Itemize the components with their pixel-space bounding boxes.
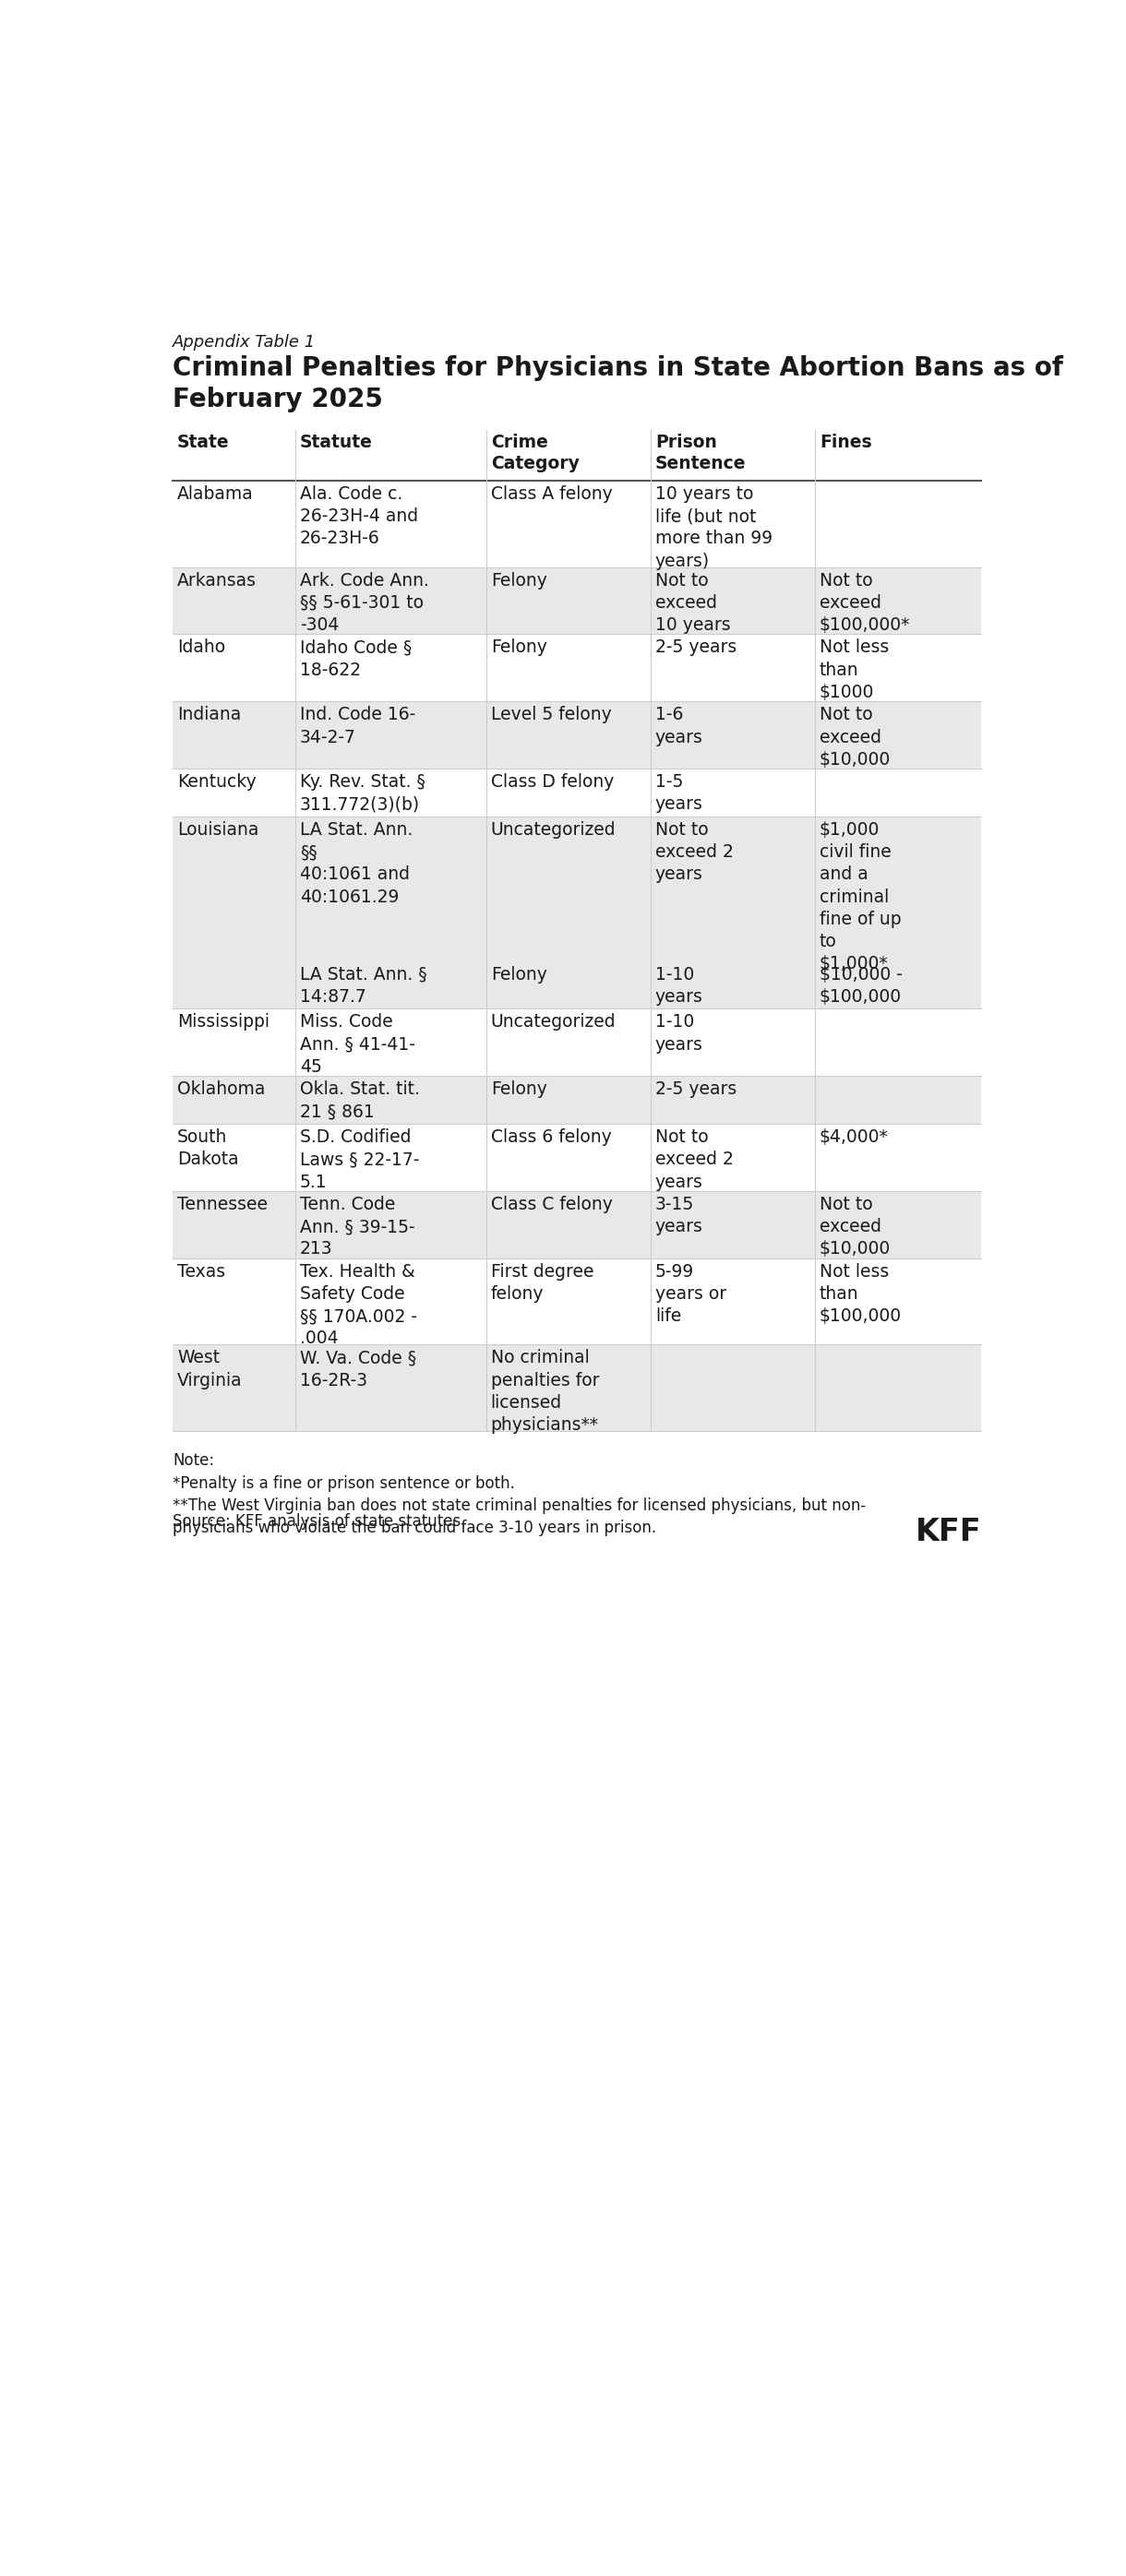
Bar (173, 701, 981, 768)
Text: 2-5 years: 2-5 years (655, 639, 736, 657)
Text: Louisiana: Louisiana (177, 822, 259, 840)
Text: Okla. Stat. tit.
21 § 861: Okla. Stat. tit. 21 § 861 (300, 1079, 420, 1121)
Text: Class D felony: Class D felony (491, 773, 614, 791)
Text: $4,000*: $4,000* (820, 1128, 888, 1146)
Text: 3-15
years: 3-15 years (655, 1195, 703, 1236)
Text: Idaho Code §
18-622: Idaho Code § 18-622 (300, 639, 412, 680)
Text: LA Stat. Ann.
§§
40:1061 and
40:1061.29: LA Stat. Ann. §§ 40:1061 and 40:1061.29 (300, 822, 412, 907)
Text: Texas: Texas (177, 1262, 225, 1280)
Text: Not less
than
$1000: Not less than $1000 (820, 639, 888, 701)
Bar (173, 1345, 981, 1432)
Text: Statute: Statute (300, 433, 373, 451)
Text: Level 5 felony: Level 5 felony (491, 706, 611, 724)
Text: Alabama: Alabama (177, 484, 253, 502)
Text: Felony: Felony (491, 639, 547, 657)
Text: $1,000
civil fine
and a
criminal
fine of up
to
$1,000*: $1,000 civil fine and a criminal fine of… (820, 822, 901, 974)
Text: Class 6 felony: Class 6 felony (491, 1128, 611, 1146)
Text: Not less
than
$100,000: Not less than $100,000 (820, 1262, 902, 1324)
Text: $10,000 -
$100,000: $10,000 - $100,000 (820, 966, 902, 1005)
Text: Uncategorized: Uncategorized (491, 822, 616, 840)
Text: West
Virginia: West Virginia (177, 1350, 242, 1388)
Text: 10 years to
life (but not
more than 99
years): 10 years to life (but not more than 99 y… (655, 484, 772, 569)
Text: Fines: Fines (820, 433, 872, 451)
Text: Kentucky: Kentucky (177, 773, 257, 791)
Bar (173, 1257, 981, 1345)
Text: Felony: Felony (491, 1079, 547, 1097)
Bar (173, 482, 981, 567)
Text: W. Va. Code §
16-2R-3: W. Va. Code § 16-2R-3 (300, 1350, 417, 1388)
Text: Ala. Code c.
26-23H-4 and
26-23H-6: Ala. Code c. 26-23H-4 and 26-23H-6 (300, 484, 418, 549)
Text: Not to
exceed
$10,000: Not to exceed $10,000 (820, 706, 891, 768)
Text: Not to
exceed 2
years: Not to exceed 2 years (655, 822, 733, 884)
Bar (173, 768, 981, 817)
Text: Not to
exceed
10 years: Not to exceed 10 years (655, 572, 731, 634)
Bar (173, 1010, 981, 1077)
Text: Criminal Penalties for Physicians in State Abortion Bans as of
February 2025: Criminal Penalties for Physicians in Sta… (173, 355, 1064, 412)
Text: Class C felony: Class C felony (491, 1195, 613, 1213)
Text: Felony: Felony (491, 572, 547, 590)
Text: State: State (177, 433, 230, 451)
Bar (173, 634, 981, 701)
Text: Oklahoma: Oklahoma (177, 1079, 266, 1097)
Text: Miss. Code
Ann. § 41-41-
45: Miss. Code Ann. § 41-41- 45 (300, 1012, 415, 1077)
Text: 5-99
years or
life: 5-99 years or life (655, 1262, 726, 1324)
Text: Mississippi: Mississippi (177, 1012, 269, 1030)
Text: Tex. Health &
Safety Code
§§ 170A.002 -
.004: Tex. Health & Safety Code §§ 170A.002 - … (300, 1262, 417, 1347)
Text: 1-5
years: 1-5 years (655, 773, 703, 814)
Text: Not to
exceed 2
years: Not to exceed 2 years (655, 1128, 733, 1190)
Text: Prison
Sentence: Prison Sentence (655, 433, 747, 471)
Text: 1-10
years: 1-10 years (655, 1012, 703, 1054)
Text: Tenn. Code
Ann. § 39-15-
213: Tenn. Code Ann. § 39-15- 213 (300, 1195, 414, 1257)
Text: No criminal
penalties for
licensed
physicians**: No criminal penalties for licensed physi… (491, 1350, 599, 1435)
Text: Indiana: Indiana (177, 706, 241, 724)
Text: LA Stat. Ann. §
14:87.7: LA Stat. Ann. § 14:87.7 (300, 966, 427, 1005)
Text: Uncategorized: Uncategorized (491, 1012, 616, 1030)
Bar (173, 1190, 981, 1257)
Bar (173, 1123, 981, 1190)
Text: 1-6
years: 1-6 years (655, 706, 703, 747)
Text: Source: KFF analysis of state statutes: Source: KFF analysis of state statutes (173, 1512, 462, 1530)
Text: 1-10
years: 1-10 years (655, 966, 703, 1005)
Text: S.D. Codified
Laws § 22-17-
5.1: S.D. Codified Laws § 22-17- 5.1 (300, 1128, 419, 1190)
Text: Not to
exceed
$100,000*: Not to exceed $100,000* (820, 572, 910, 634)
Bar (173, 567, 981, 634)
Text: KFF: KFF (915, 1517, 981, 1548)
Text: Idaho: Idaho (177, 639, 225, 657)
Text: First degree
felony: First degree felony (491, 1262, 593, 1303)
Text: Ind. Code 16-
34-2-7: Ind. Code 16- 34-2-7 (300, 706, 415, 747)
Text: South
Dakota: South Dakota (177, 1128, 239, 1170)
Text: Arkansas: Arkansas (177, 572, 257, 590)
Text: Crime
Category: Crime Category (491, 433, 579, 471)
Text: Not to
exceed
$10,000: Not to exceed $10,000 (820, 1195, 891, 1257)
Bar (173, 1077, 981, 1123)
Text: Ky. Rev. Stat. §
311.772(3)(b): Ky. Rev. Stat. § 311.772(3)(b) (300, 773, 426, 814)
Bar (173, 817, 981, 1010)
Text: Felony: Felony (491, 966, 547, 984)
Text: Class A felony: Class A felony (491, 484, 613, 502)
Text: 2-5 years: 2-5 years (655, 1079, 736, 1097)
Text: Note:
*Penalty is a fine or prison sentence or both.
**The West Virginia ban doe: Note: *Penalty is a fine or prison sente… (173, 1453, 866, 1535)
Text: Appendix Table 1: Appendix Table 1 (173, 335, 316, 350)
Text: Ark. Code Ann.
§§ 5-61-301 to
-304: Ark. Code Ann. §§ 5-61-301 to -304 (300, 572, 429, 634)
Text: Tennessee: Tennessee (177, 1195, 268, 1213)
